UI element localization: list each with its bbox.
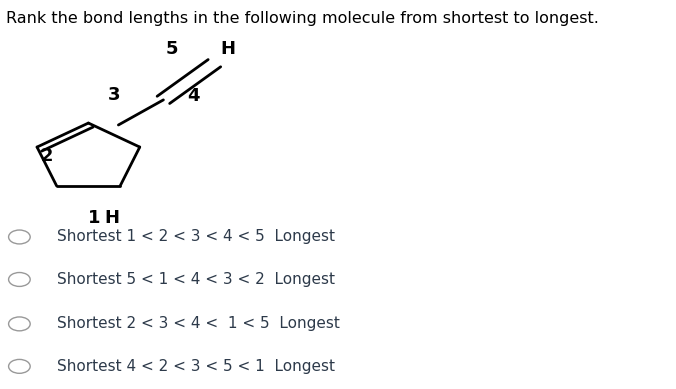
Text: Shortest 2 < 3 < 4 <  1 < 5  Longest: Shortest 2 < 3 < 4 < 1 < 5 Longest <box>57 316 339 331</box>
Text: 5: 5 <box>166 40 178 58</box>
Text: Rank the bond lengths in the following molecule from shortest to longest.: Rank the bond lengths in the following m… <box>6 11 599 26</box>
Text: Shortest 5 < 1 < 4 < 3 < 2  Longest: Shortest 5 < 1 < 4 < 3 < 2 Longest <box>57 272 335 287</box>
Text: H: H <box>220 40 235 58</box>
Text: Shortest 4 < 2 < 3 < 5 < 1  Longest: Shortest 4 < 2 < 3 < 5 < 1 Longest <box>57 359 335 374</box>
Text: H: H <box>105 209 120 227</box>
Text: 3: 3 <box>107 86 120 104</box>
Text: Shortest 1 < 2 < 3 < 4 < 5  Longest: Shortest 1 < 2 < 3 < 4 < 5 Longest <box>57 230 335 244</box>
Text: 1: 1 <box>88 209 101 227</box>
Text: 2: 2 <box>41 147 53 165</box>
Text: 4: 4 <box>187 87 200 105</box>
